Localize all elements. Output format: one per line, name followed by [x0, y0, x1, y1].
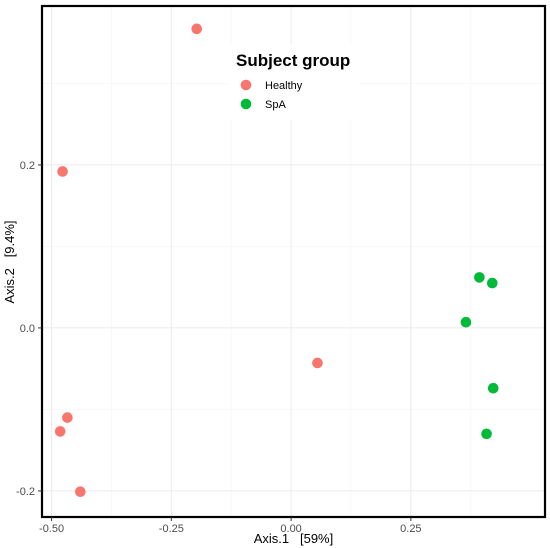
- x-tick-label: -0.25: [159, 523, 184, 535]
- y-tick-label: 0.2: [20, 160, 35, 172]
- legend: Subject group Healthy SpA: [228, 44, 360, 120]
- data-point-healthy: [54, 426, 66, 437]
- data-point-healthy: [75, 486, 86, 498]
- data-points: [54, 23, 499, 498]
- y-axis-ticks: -0.2 0.0 0.2: [16, 160, 42, 498]
- x-axis-title: Axis.1 [59%]: [254, 531, 333, 546]
- legend-label-healthy: Healthy: [265, 80, 303, 92]
- data-point-healthy: [57, 166, 68, 177]
- legend-key-healthy: [240, 79, 252, 91]
- data-point-spa: [487, 277, 498, 289]
- legend-title: Subject group: [236, 51, 350, 70]
- y-tick-label: 0.0: [20, 323, 35, 335]
- data-point-healthy: [62, 412, 73, 423]
- legend-label-spa: SpA: [265, 99, 286, 111]
- data-point-healthy: [191, 23, 203, 35]
- x-tick-label: -0.50: [39, 523, 64, 535]
- data-point-spa: [460, 316, 472, 328]
- data-point-spa: [487, 382, 499, 394]
- data-point-spa: [474, 272, 485, 283]
- legend-key-spa: [240, 98, 252, 110]
- y-tick-label: -0.2: [16, 486, 35, 498]
- x-tick-label: 0.25: [400, 523, 421, 535]
- legend-entries: Healthy SpA: [240, 79, 303, 111]
- x-tick-label: 0.00: [280, 523, 301, 535]
- panel-border: [40, 4, 547, 519]
- data-point-healthy: [312, 357, 323, 369]
- data-point-spa: [481, 428, 492, 440]
- y-axis-title: Axis.2 [9.4%]: [2, 220, 17, 303]
- x-axis-ticks: -0.50 -0.25 0.00 0.25: [39, 517, 422, 535]
